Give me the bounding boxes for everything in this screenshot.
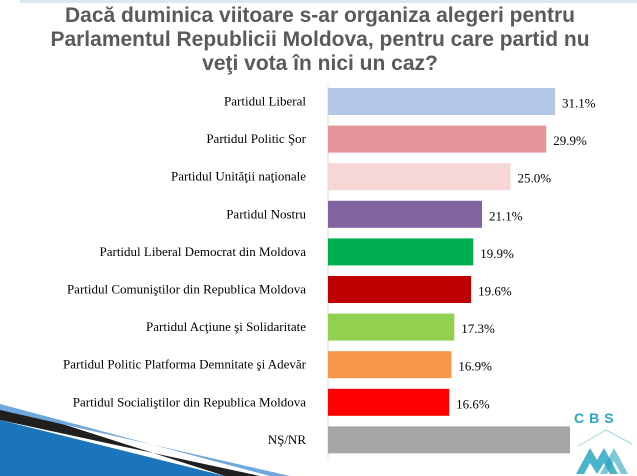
value-labels-group: 31.1% 29.9% 25.0% 21.1% 19.9% 19.6% 17.3% 16.9%… [456, 96, 637, 449]
bar-6 [328, 313, 455, 341]
category-label-5: Partidul Comuniştilor din Republica Mold… [67, 282, 306, 297]
bar-2 [328, 163, 511, 191]
category-label-2: Partidul Unităţii naţionale [171, 169, 306, 184]
chart-title: Dacă duminica viitoare s-ar organiza ale… [50, 4, 590, 75]
category-label-8: Partidul Socialiştilor din Republica Mol… [73, 394, 306, 409]
bar-3 [328, 200, 483, 228]
category-label-1: Partidul Politic Şor [206, 131, 306, 146]
logo-text: CBS [574, 410, 619, 426]
bar-8 [328, 388, 450, 416]
value-label-2: 25.0% [518, 171, 552, 186]
value-label-5: 19.6% [478, 284, 512, 299]
bar-5 [328, 276, 472, 303]
logo-mark-icon [576, 429, 633, 474]
category-label-9: NŞ/NR [268, 432, 307, 447]
bar-9 [328, 426, 604, 454]
value-label-1: 29.9% [553, 133, 587, 148]
value-label-0: 31.1% [562, 96, 596, 111]
value-label-6: 17.3% [461, 321, 495, 336]
bar-7 [328, 351, 452, 379]
bar-0 [328, 88, 556, 115]
value-label-3: 21.1% [489, 208, 523, 223]
slide-decoration-top [20, 0, 637, 3]
cbs-logo: CBS [570, 408, 637, 476]
value-label-8: 16.6% [456, 396, 490, 411]
category-label-7: Partidul Politic Platforma Demnitate şi … [63, 357, 307, 372]
category-label-6: Partidul Acţiune şi Solidaritate [146, 319, 306, 334]
category-label-0: Partidul Liberal [224, 94, 306, 109]
slide-decoration-blue-wedge [0, 420, 225, 476]
value-label-7: 16.9% [458, 359, 492, 374]
bars-group [328, 88, 604, 454]
category-label-4: Partidul Liberal Democrat din Moldova [99, 244, 306, 259]
bar-4 [328, 238, 474, 266]
value-label-4: 19.9% [480, 246, 514, 261]
category-label-3: Partidul Nostru [226, 206, 306, 221]
category-labels-group: Partidul Liberal Partidul Politic Şor Part… [63, 94, 307, 447]
bar-1 [328, 125, 547, 153]
